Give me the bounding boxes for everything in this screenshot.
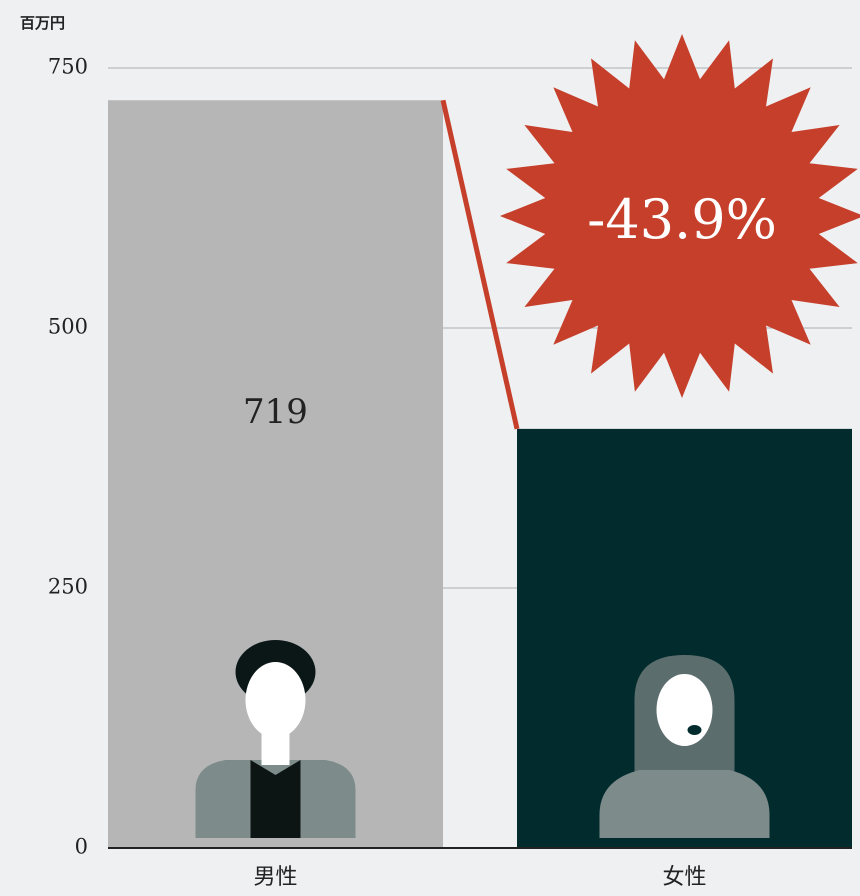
value-label: 719 <box>243 392 308 432</box>
x-tick-label: 女性 <box>662 865 706 890</box>
icon-mouth <box>687 725 702 735</box>
y-tick-label: 750 <box>48 55 88 79</box>
y-tick-label: 500 <box>48 315 88 339</box>
male-icon <box>195 640 356 838</box>
female-icon <box>599 655 770 838</box>
y-tick-label: 250 <box>48 575 88 599</box>
annotation: -43.9% <box>587 188 777 251</box>
icon-face <box>656 674 713 746</box>
icon-body <box>599 770 770 838</box>
y-tick-label: 0 <box>75 835 88 859</box>
connector <box>440 99 520 430</box>
icon-face <box>245 662 306 738</box>
icon-shirt <box>250 760 301 838</box>
x-tick-label: 男性 <box>253 865 297 890</box>
starburst <box>500 34 860 398</box>
unit-label: 百万円 <box>20 14 65 32</box>
